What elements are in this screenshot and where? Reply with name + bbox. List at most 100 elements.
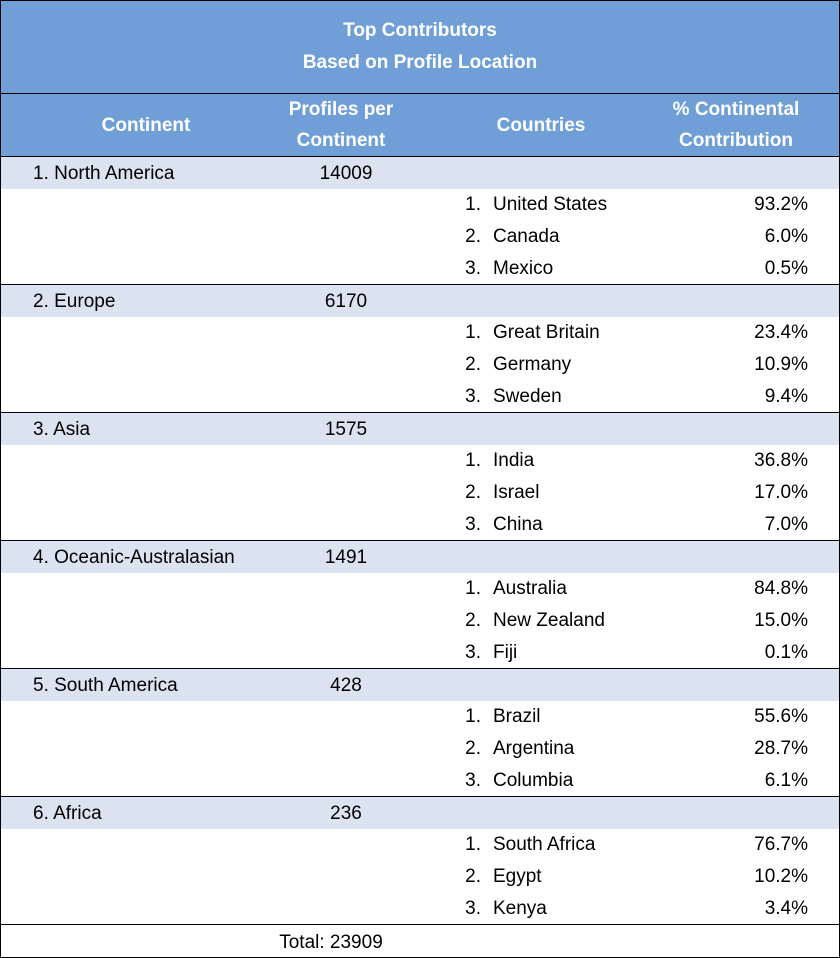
country-rank: 2. bbox=[465, 226, 481, 247]
continent-profile-count: 1491 bbox=[324, 547, 368, 568]
country-row: 3. China 7.0% bbox=[1, 509, 839, 541]
country-contribution: 55.6% bbox=[754, 706, 808, 727]
country-contribution: 7.0% bbox=[764, 514, 808, 535]
header-profiles: Profiles per Continent bbox=[288, 99, 394, 151]
country-rank: 3. bbox=[465, 770, 481, 791]
country-row: 3. Sweden 9.4% bbox=[1, 381, 839, 413]
country-row: 2. Argentina 28.7% bbox=[1, 733, 839, 765]
country-contribution: 10.2% bbox=[754, 866, 808, 887]
continent-profile-count: 1575 bbox=[324, 419, 368, 440]
country-rank: 2. bbox=[465, 866, 481, 887]
continent-profile-count: 6170 bbox=[324, 291, 368, 312]
country-contribution: 10.9% bbox=[754, 354, 808, 375]
country-rank: 2. bbox=[465, 482, 481, 503]
country-name: Egypt bbox=[493, 866, 542, 887]
row-divider bbox=[1, 924, 839, 925]
country-contribution: 15.0% bbox=[754, 610, 808, 631]
continent-row: 3. Asia 1575 bbox=[1, 413, 839, 445]
country-row: 1. Great Britain 23.4% bbox=[1, 317, 839, 349]
continent-row: 4. Oceanic-Australasian 1491 bbox=[1, 541, 839, 573]
country-row: 1. United States 93.2% bbox=[1, 189, 839, 221]
country-name: Columbia bbox=[493, 770, 574, 791]
country-rank: 1. bbox=[465, 322, 481, 343]
continent-profile-count: 14009 bbox=[319, 163, 373, 184]
continent-row: 2. Europe 6170 bbox=[1, 285, 839, 317]
country-row: 2. Germany 10.9% bbox=[1, 349, 839, 381]
row-divider bbox=[1, 540, 839, 541]
country-rank: 1. bbox=[465, 450, 481, 471]
country-contribution: 36.8% bbox=[754, 450, 808, 471]
total-profiles: Total: 23909 bbox=[279, 932, 383, 953]
country-row: 3. Kenya 3.4% bbox=[1, 893, 839, 925]
country-name: Great Britain bbox=[493, 322, 600, 343]
country-rank: 2. bbox=[465, 738, 481, 759]
country-row: 3. Mexico 0.5% bbox=[1, 253, 839, 285]
continent-name: 4. Oceanic-Australasian bbox=[33, 547, 235, 568]
continent-profile-count: 428 bbox=[330, 675, 362, 696]
country-name: Argentina bbox=[493, 738, 575, 759]
row-divider bbox=[1, 796, 839, 797]
country-rank: 1. bbox=[465, 834, 481, 855]
continent-name: 3. Asia bbox=[33, 419, 91, 440]
country-name: Germany bbox=[493, 354, 572, 375]
header-continent: Continent bbox=[101, 114, 191, 136]
country-name: China bbox=[493, 514, 543, 535]
continent-name: 2. Europe bbox=[33, 291, 116, 312]
country-name: Canada bbox=[493, 226, 560, 247]
country-rank: 3. bbox=[465, 386, 481, 407]
country-contribution: 28.7% bbox=[754, 738, 808, 759]
country-contribution: 6.0% bbox=[764, 226, 808, 247]
row-divider bbox=[1, 668, 839, 669]
table-header: Continent Profiles per Continent Countri… bbox=[1, 94, 839, 157]
continent-row: 1. North America 14009 bbox=[1, 157, 839, 189]
continent-name: 5. South America bbox=[33, 675, 178, 696]
row-divider bbox=[1, 412, 839, 413]
country-rank: 2. bbox=[465, 354, 481, 375]
country-rank: 2. bbox=[465, 610, 481, 631]
country-name: South Africa bbox=[493, 834, 596, 855]
header-countries: Countries bbox=[496, 114, 586, 136]
country-row: 1. India 36.8% bbox=[1, 445, 839, 477]
country-contribution: 76.7% bbox=[754, 834, 808, 855]
country-rank: 3. bbox=[465, 258, 481, 279]
country-contribution: 0.1% bbox=[764, 642, 808, 663]
country-rank: 1. bbox=[465, 578, 481, 599]
country-name: Sweden bbox=[493, 386, 562, 407]
country-contribution: 3.4% bbox=[764, 898, 808, 919]
country-name: Australia bbox=[493, 578, 567, 599]
country-contribution: 84.8% bbox=[754, 578, 808, 599]
country-row: 2. Israel 17.0% bbox=[1, 477, 839, 509]
country-rank: 3. bbox=[465, 514, 481, 535]
country-name: Fiji bbox=[493, 642, 518, 663]
country-name: India bbox=[493, 450, 535, 471]
country-contribution: 6.1% bbox=[764, 770, 808, 791]
country-row: 3. Columbia 6.1% bbox=[1, 765, 839, 797]
title-line-2: Based on Profile Location bbox=[302, 52, 538, 73]
country-rank: 1. bbox=[465, 194, 481, 215]
country-rank: 3. bbox=[465, 898, 481, 919]
country-row: 1. Brazil 55.6% bbox=[1, 701, 839, 733]
country-contribution: 93.2% bbox=[754, 194, 808, 215]
country-name: Brazil bbox=[493, 706, 541, 727]
row-divider bbox=[1, 284, 839, 285]
country-row: 2. Canada 6.0% bbox=[1, 221, 839, 253]
table-title: Top Contributors Based on Profile Locati… bbox=[1, 1, 839, 94]
country-contribution: 23.4% bbox=[754, 322, 808, 343]
header-contribution: % Continental Contribution bbox=[672, 99, 800, 151]
country-contribution: 0.5% bbox=[764, 258, 808, 279]
country-name: Israel bbox=[493, 482, 540, 503]
country-row: 2. Egypt 10.2% bbox=[1, 861, 839, 893]
country-rank: 3. bbox=[465, 642, 481, 663]
country-contribution: 17.0% bbox=[754, 482, 808, 503]
continent-profile-count: 236 bbox=[330, 803, 362, 824]
continent-name: 6. Africa bbox=[33, 803, 102, 824]
continent-row: 6. Africa 236 bbox=[1, 797, 839, 829]
country-name: United States bbox=[493, 194, 608, 215]
continent-name: 1. North America bbox=[33, 163, 175, 184]
country-rank: 1. bbox=[465, 706, 481, 727]
country-row: 2. New Zealand 15.0% bbox=[1, 605, 839, 637]
country-contribution: 9.4% bbox=[764, 386, 808, 407]
title-line-1: Top Contributors bbox=[343, 20, 497, 41]
country-name: New Zealand bbox=[493, 610, 605, 631]
